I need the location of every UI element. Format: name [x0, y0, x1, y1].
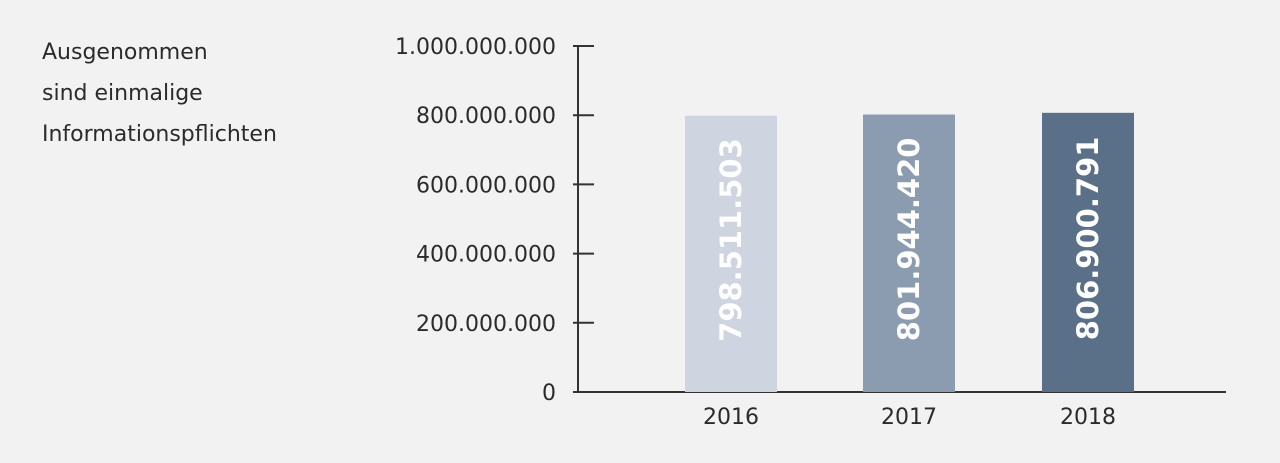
bar-value-label: 801.944.420: [892, 138, 926, 342]
x-tick-label: 2018: [1060, 405, 1116, 430]
x-tick-label: 2016: [703, 405, 759, 430]
chart-note: Ausgenommen sind einmalige Informationsp…: [42, 32, 362, 155]
y-tick-label: 1.000.000.000: [395, 35, 556, 60]
x-tick-label: 2017: [881, 405, 937, 430]
chart-note-line-3: Informationspflichten: [42, 122, 277, 147]
y-tick-label: 800.000.000: [416, 104, 556, 129]
chart-bars: 798.511.503 801.944.420 806.900.791: [685, 112, 1134, 393]
bar-2018: [1042, 112, 1134, 393]
y-tick-label: 400.000.000: [416, 243, 556, 268]
bar-2016: [685, 115, 777, 392]
bar-value-label: 806.900.791: [1071, 137, 1105, 341]
x-axis-labels: 2016 2017 2018: [703, 405, 1116, 430]
y-tick-label: 600.000.000: [416, 173, 556, 198]
bar-value-label: 798.511.503: [714, 138, 748, 342]
chart-note-line-2: sind einmalige: [42, 81, 203, 106]
bar-2017: [863, 114, 955, 393]
chart-note-line-1: Ausgenommen: [42, 40, 208, 65]
y-tick-label: 200.000.000: [416, 312, 556, 337]
y-tick-label: 0: [542, 381, 556, 406]
